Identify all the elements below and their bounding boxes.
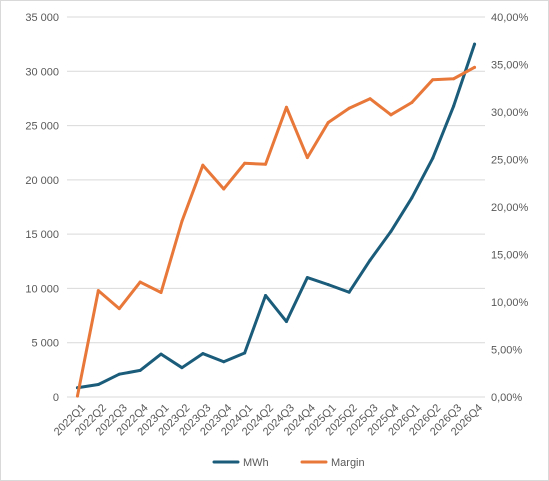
left-axis-tick-labels: 0 5 000 10 000 15 000 20 000 25 000 30 000 35 0… bbox=[25, 12, 59, 404]
left-axis-tick-label: 25 000 bbox=[25, 121, 59, 133]
mwh-data-point bbox=[389, 229, 393, 233]
legend: MWh Margin bbox=[212, 457, 365, 469]
right-axis-tick-label: 25,00% bbox=[491, 155, 529, 167]
right-axis-tick-label: 35,00% bbox=[491, 60, 529, 72]
margin-data-point bbox=[222, 187, 226, 191]
left-axis-tick-label: 15 000 bbox=[25, 229, 59, 241]
right-axis-tick-label: 5,00% bbox=[491, 345, 522, 357]
margin-data-point bbox=[326, 120, 330, 124]
mwh-data-point bbox=[284, 320, 288, 324]
mwh-series-line bbox=[75, 42, 477, 390]
mwh-data-point bbox=[452, 104, 456, 108]
mwh-data-point bbox=[180, 366, 184, 370]
margin-data-point bbox=[96, 289, 100, 293]
margin-data-point bbox=[201, 163, 205, 167]
legend-label-margin: Margin bbox=[331, 457, 365, 469]
margin-data-point bbox=[243, 161, 247, 165]
left-axis-tick-label: 35 000 bbox=[25, 12, 59, 24]
right-axis-tick-label: 30,00% bbox=[491, 107, 529, 119]
left-axis-tick-label: 10 000 bbox=[25, 283, 59, 295]
margin-data-point bbox=[452, 77, 456, 81]
mwh-data-point bbox=[305, 276, 309, 280]
right-axis-tick-label: 40,00% bbox=[491, 12, 529, 24]
mwh-data-point bbox=[201, 352, 205, 356]
mwh-data-point bbox=[326, 283, 330, 287]
gridlines bbox=[67, 16, 485, 398]
mwh-data-point bbox=[368, 258, 372, 262]
right-axis-tick-label: 15,00% bbox=[491, 250, 529, 262]
margin-data-point bbox=[264, 162, 268, 166]
margin-data-point bbox=[431, 78, 435, 82]
series-lines bbox=[75, 42, 477, 398]
margin-data-point bbox=[347, 106, 351, 110]
margin-data-point bbox=[368, 97, 372, 101]
margin-data-point bbox=[159, 291, 163, 294]
margin-data-point bbox=[410, 101, 414, 104]
margin-data-point bbox=[117, 307, 121, 311]
right-axis-tick-label: 10,00% bbox=[491, 297, 529, 309]
mwh-data-point bbox=[410, 196, 414, 200]
mwh-data-point bbox=[473, 42, 477, 46]
mwh-data-point bbox=[264, 293, 268, 297]
mwh-data-point bbox=[347, 290, 351, 294]
mwh-data-point bbox=[159, 352, 163, 356]
left-axis-tick-label: 30 000 bbox=[25, 66, 59, 78]
left-axis-tick-label: 20 000 bbox=[25, 175, 59, 187]
right-axis-tick-labels: 0,00% 5,00% 10,00% 15,00% 20,00% 25,00% 30,00%… bbox=[491, 12, 529, 404]
mwh-data-point bbox=[243, 351, 247, 355]
margin-data-point bbox=[75, 394, 79, 398]
mwh-data-point bbox=[222, 360, 226, 364]
legend-label-mwh: MWh bbox=[243, 457, 269, 469]
mwh-data-point bbox=[431, 156, 435, 160]
margin-data-point bbox=[284, 105, 288, 109]
margin-data-point bbox=[180, 219, 184, 223]
right-axis-tick-label: 20,00% bbox=[491, 202, 529, 214]
left-axis-tick-label: 5 000 bbox=[31, 338, 59, 350]
margin-series-line bbox=[75, 65, 477, 398]
margin-data-point bbox=[473, 65, 477, 69]
mwh-data-point bbox=[117, 372, 121, 376]
margin-data-point bbox=[305, 156, 309, 160]
margin-data-point bbox=[389, 113, 393, 117]
right-axis-tick-label: 0,00% bbox=[491, 392, 522, 404]
x-axis-tick-labels: 2022Q12022Q22022Q32022Q42023Q12023Q22023… bbox=[52, 402, 485, 438]
mwh-data-point bbox=[96, 383, 100, 387]
mwh-data-point bbox=[138, 368, 142, 372]
left-axis-tick-label: 0 bbox=[53, 392, 59, 404]
margin-data-point bbox=[138, 280, 142, 284]
